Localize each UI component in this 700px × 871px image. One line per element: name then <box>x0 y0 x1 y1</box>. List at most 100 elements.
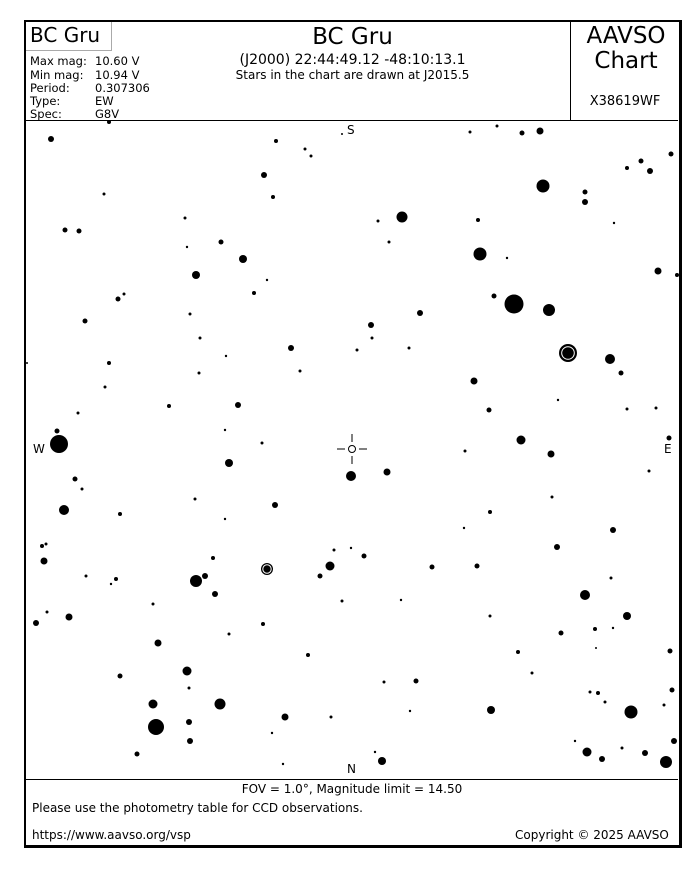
star-mark <box>76 411 80 415</box>
star-mark <box>417 310 423 316</box>
star-mark <box>588 690 592 694</box>
star-mark <box>487 706 495 714</box>
star-mark <box>214 698 226 710</box>
star-mark <box>476 218 480 222</box>
star-mark <box>491 293 497 299</box>
star-mark <box>468 130 472 134</box>
star-mark <box>40 544 44 548</box>
star-mark <box>65 613 73 621</box>
star-mark <box>197 371 201 375</box>
star-mark <box>54 428 60 434</box>
star-mark <box>114 577 118 581</box>
star-mark <box>40 557 48 565</box>
star-mark <box>413 678 419 684</box>
star-mark <box>547 450 555 458</box>
star-mark <box>281 762 285 766</box>
vsp-link[interactable]: https://www.aavso.org/vsp <box>32 828 191 842</box>
star-mark <box>383 468 391 476</box>
chart-id: X38619WF <box>589 94 661 109</box>
star-mark <box>192 271 200 279</box>
star-mark <box>193 497 197 501</box>
info-period: Period: 0.307306 <box>30 81 150 95</box>
star-mark <box>48 136 54 142</box>
brand-line: AAVSO <box>586 23 666 49</box>
star-mark <box>396 211 408 223</box>
star-mark <box>612 221 616 225</box>
info-label: Min mag: <box>30 68 84 82</box>
star-mark <box>462 526 466 530</box>
star-mark <box>378 757 386 765</box>
copyright: Copyright © 2025 AAVSO <box>515 828 669 842</box>
star-mark <box>281 713 289 721</box>
star-mark <box>183 216 187 220</box>
star-mark <box>261 622 265 626</box>
star-mark <box>59 505 69 515</box>
star-mark <box>558 630 564 636</box>
star-mark <box>82 318 88 324</box>
star-mark <box>530 671 534 675</box>
star-mark <box>473 247 487 261</box>
star-mark <box>212 591 218 597</box>
fov-text: FOV = 1.0°, Magnitude limit = 14.50 <box>241 782 463 796</box>
star-mark <box>373 750 377 754</box>
info-label: Period: <box>30 81 70 95</box>
star-mark <box>399 598 403 602</box>
star-mark <box>596 691 600 695</box>
star-mark <box>593 627 597 631</box>
info-min-mag: Min mag: 10.94 V <box>30 68 139 82</box>
star-mark <box>349 546 353 550</box>
star-mark <box>495 124 499 128</box>
star-mark <box>218 239 224 245</box>
star-mark <box>274 139 278 143</box>
star-mark <box>44 542 48 546</box>
star-mark <box>84 574 88 578</box>
star-mark <box>543 304 555 316</box>
star-mark <box>573 739 577 743</box>
star-mark <box>271 195 275 199</box>
aavso-brand: AAVSO Chart <box>570 22 681 120</box>
star-mark <box>620 746 624 750</box>
star-mark <box>519 130 525 136</box>
star-mark <box>582 189 588 195</box>
star-mark <box>186 719 192 725</box>
star-mark <box>505 256 509 260</box>
star-mark <box>332 548 336 552</box>
star-mark <box>167 404 171 408</box>
star-mark <box>265 278 269 282</box>
star-mark <box>669 687 675 693</box>
star-mark <box>654 267 662 275</box>
star-mark <box>309 154 313 158</box>
info-label: Spec: <box>30 107 62 121</box>
star-mark <box>76 228 82 234</box>
star-mark <box>306 653 310 657</box>
star-mark <box>609 576 613 580</box>
info-value: 10.94 V <box>95 68 140 82</box>
star-mark <box>638 158 644 164</box>
star-mark <box>516 650 520 654</box>
star-mark <box>599 756 605 762</box>
star-mark <box>361 553 367 559</box>
info-spec: Spec: G8V <box>30 107 119 121</box>
star-mark <box>227 632 231 636</box>
star-mark <box>33 620 39 626</box>
coordinates: (J2000) 22:44:49.12 -48:10:13.1 <box>239 52 466 68</box>
star-mark <box>270 731 274 735</box>
star-mark <box>148 699 158 709</box>
star-mark <box>582 199 588 205</box>
star-mark <box>550 495 554 499</box>
info-value: EW <box>95 94 114 108</box>
chart-frame <box>24 20 682 848</box>
variable-star-ring <box>262 564 272 574</box>
star-mark <box>611 626 615 630</box>
star-mark <box>223 517 227 521</box>
direction-south: S <box>347 123 355 137</box>
star-mark <box>382 680 386 684</box>
star-mark <box>198 336 202 340</box>
info-value: 10.60 V <box>95 54 140 68</box>
star-mark <box>50 435 68 453</box>
star-mark <box>667 648 673 654</box>
star-mark <box>182 666 192 676</box>
ccd-note: Please use the photometry table for CCD … <box>32 801 363 815</box>
star-mark <box>288 345 294 351</box>
star-mark <box>239 255 247 263</box>
